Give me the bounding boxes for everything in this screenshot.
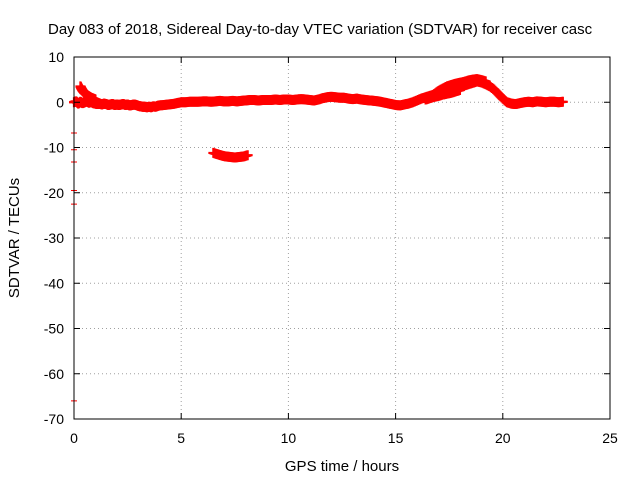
y-tick-label: -60 — [44, 366, 64, 382]
data-point — [454, 85, 465, 96]
x-tick-label: 15 — [388, 430, 404, 446]
data-point — [480, 76, 491, 87]
x-tick-label: 20 — [495, 430, 511, 446]
x-tick-label: 5 — [177, 430, 185, 446]
x-axis-label: GPS time / hours — [285, 458, 399, 475]
y-tick-label: -50 — [44, 321, 64, 337]
x-tick-label: 25 — [602, 430, 618, 446]
y-tick-label: 0 — [56, 94, 64, 110]
y-tick-label: -20 — [44, 185, 64, 201]
y-tick-label: 10 — [48, 49, 64, 65]
y-tick-label: -30 — [44, 230, 64, 246]
data-points — [69, 74, 568, 404]
y-tick-label: -70 — [44, 411, 64, 427]
data-point — [557, 96, 568, 107]
chart-title: Day 083 of 2018, Sidereal Day-to-day VTE… — [48, 21, 593, 38]
y-tick-label: -10 — [44, 140, 64, 156]
data-point — [242, 150, 253, 161]
y-axis-label: SDTVAR / TECUs — [6, 178, 23, 298]
axis-ticks: -70 -60 -50 -40 -30 -20 -10 0 10 0 5 10 15 20 25 — [44, 49, 618, 446]
data-point — [90, 94, 101, 105]
x-tick-label: 0 — [70, 430, 78, 446]
y-tick-label: -40 — [44, 275, 64, 291]
x-tick-label: 10 — [281, 430, 297, 446]
